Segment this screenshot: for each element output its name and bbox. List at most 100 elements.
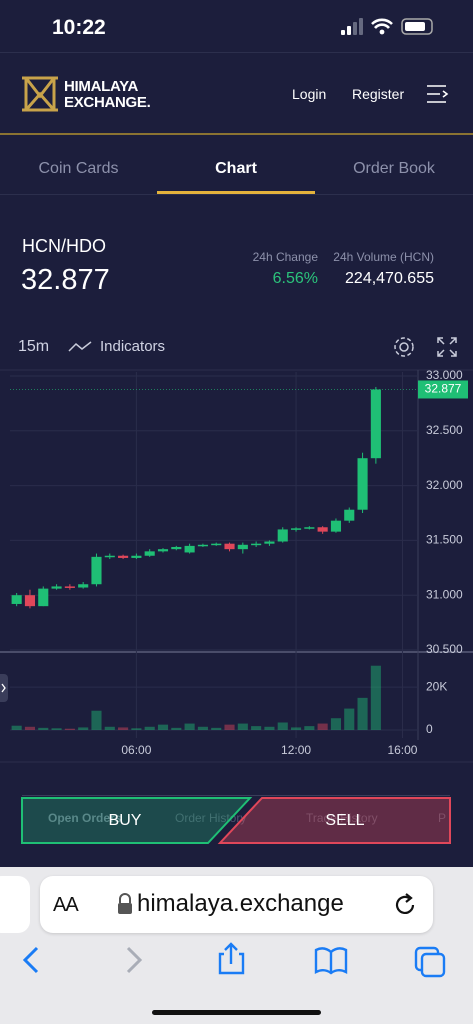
candle (38, 586, 49, 607)
volume-bar (118, 727, 129, 730)
bookmarks-button[interactable] (314, 947, 348, 975)
register-link[interactable]: Register (352, 86, 405, 102)
lock-icon (118, 893, 132, 914)
login-link[interactable]: Login (292, 86, 327, 102)
candle-body (184, 545, 195, 553)
candle-body (144, 551, 155, 556)
candle (357, 452, 368, 513)
y-tick-label: 32.500 (426, 423, 463, 437)
forward-button[interactable] (126, 946, 143, 974)
volume-label: 24h Volume (HCN) (333, 250, 434, 264)
candle (11, 593, 22, 607)
volume-bar (78, 727, 89, 730)
settings-button[interactable] (392, 335, 416, 359)
fullscreen-button[interactable] (436, 336, 458, 358)
candle (344, 507, 355, 523)
volume-bar (304, 726, 315, 730)
buy-label[interactable]: BUY (108, 812, 142, 829)
candle-body (251, 543, 262, 546)
y-tick-label: 30.500 (426, 642, 463, 656)
candle-body (317, 527, 328, 532)
previous-tab[interactable] (0, 876, 30, 933)
volume-tick-label: 20K (426, 679, 447, 693)
share-button[interactable] (218, 942, 245, 975)
candle (330, 518, 342, 533)
candle-body (344, 509, 355, 521)
browser-nav (22, 942, 446, 1015)
volume-bar (11, 725, 22, 730)
candle (104, 553, 115, 560)
candle (304, 526, 315, 530)
candle (144, 549, 155, 557)
change-label: 24h Change (252, 250, 318, 264)
pair-price: 32.877 (21, 264, 110, 296)
last-price-box (418, 380, 468, 399)
candle-body (51, 586, 62, 589)
buy-button[interactable] (21, 797, 253, 844)
volume-bar (171, 727, 182, 730)
url-text: himalaya.exchange (137, 890, 344, 917)
x-tick-label: 06:00 (121, 743, 151, 757)
candle-body (304, 527, 315, 529)
sell-label[interactable]: SELL (325, 812, 365, 829)
candle-body (171, 546, 182, 550)
back-button[interactable] (22, 946, 39, 974)
tab[interactable]: Order Book (353, 160, 435, 177)
address-bar[interactable] (40, 876, 433, 933)
volume-bar (330, 718, 342, 730)
volume-bar (197, 726, 208, 730)
candle (64, 584, 75, 590)
candle-body (24, 595, 36, 607)
candle-body (237, 544, 248, 550)
volume-bar (370, 665, 381, 730)
candle (184, 543, 195, 554)
order-tab[interactable]: Trade History (306, 811, 378, 825)
volume-bar (184, 723, 195, 730)
indicators-icon (68, 341, 92, 352)
menu-button[interactable] (426, 84, 450, 104)
tab[interactable]: Coin Cards (38, 160, 119, 177)
volume-bar (237, 723, 248, 730)
order-tab[interactable]: P (438, 811, 446, 825)
candle-body (370, 389, 381, 459)
candle-body (357, 458, 368, 510)
home-indicator (152, 1010, 321, 1015)
reload-button[interactable] (394, 892, 418, 918)
volume-bar (131, 728, 142, 730)
trade-buttons (21, 797, 451, 844)
divider (0, 52, 473, 53)
indicators-button[interactable]: Indicators (100, 338, 166, 355)
candle-body (118, 555, 129, 558)
tab-active[interactable]: Chart (215, 160, 257, 177)
candle (370, 386, 381, 464)
volume-bar (51, 728, 62, 730)
candle (264, 540, 275, 546)
candle-body (11, 595, 22, 604)
volume-bar (24, 726, 36, 730)
candle (197, 543, 208, 547)
order-tab[interactable]: Open Orders (48, 811, 121, 825)
sell-button[interactable] (217, 797, 451, 844)
volume-bar (317, 723, 328, 730)
volume-bar (157, 724, 169, 730)
candle-body (330, 520, 342, 532)
side-handle (0, 674, 8, 702)
volume-bar (357, 697, 368, 730)
y-tick-label: 33.000 (426, 368, 463, 382)
candle (51, 584, 62, 590)
candle (277, 527, 288, 543)
candle (290, 527, 302, 532)
volume-bar (251, 726, 262, 730)
candle (131, 553, 142, 560)
volume-bar (224, 724, 235, 730)
text-size-button[interactable]: AA (53, 894, 79, 917)
divider (0, 194, 473, 195)
candle-body (157, 549, 169, 552)
brand-logo (22, 76, 58, 112)
brand-line: HIMALAYA (64, 78, 139, 95)
interval-button[interactable]: 15m (18, 338, 50, 355)
candle (91, 553, 102, 587)
volume-bar (104, 726, 115, 730)
candlestick-chart: 30.500 31.000 31.500 32.000 32.500 33.000 0 20K… (0, 368, 473, 763)
